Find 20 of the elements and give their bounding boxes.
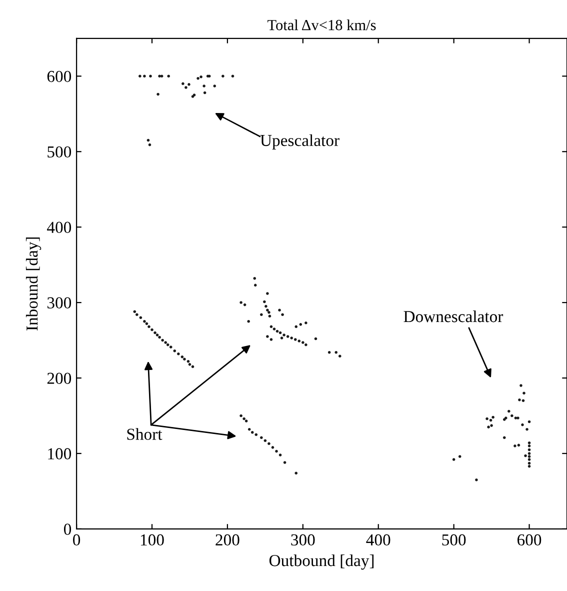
y-tick-label: 100 [48,448,72,460]
y-axis-title: Inbound [day] [26,237,42,331]
x-tick-label: 500 [442,534,466,546]
y-tick-label: 600 [47,70,72,82]
x-tick-label: 400 [366,534,390,546]
y-tick-label: 300 [47,297,72,308]
y-tick-label: 500 [48,146,72,158]
x-tick-label: 600 [517,534,542,546]
x-tick-label: 200 [216,534,240,546]
x-tick-label: 300 [291,534,315,546]
x-axis-title: Outbound [day] [269,554,374,570]
y-tick-label: 0 [64,524,72,535]
x-tick-label: 100 [140,534,164,546]
y-tick-label: 200 [47,372,72,384]
chart-title: Total Δv<18 km/s [268,19,376,30]
y-tick-label: 400 [47,222,72,234]
annotation: Upescalator [260,134,340,150]
annotation: Downescalator [404,310,504,322]
x-tick-label: 0 [73,534,80,546]
annotation: Short [127,428,162,440]
